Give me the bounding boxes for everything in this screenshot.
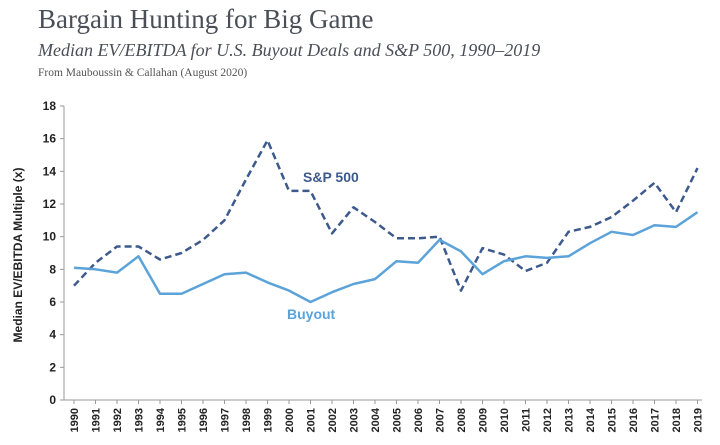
x-tick-label: 2016 bbox=[628, 408, 640, 432]
x-tick-label: 2000 bbox=[284, 408, 296, 432]
x-tick-label: 2009 bbox=[478, 408, 490, 432]
x-tick-label: 1990 bbox=[69, 408, 81, 432]
x-tick-label: 1999 bbox=[263, 408, 275, 432]
x-tick-label: 2015 bbox=[607, 408, 619, 432]
x-tick-label: 2011 bbox=[521, 408, 533, 432]
y-tick-label: 8 bbox=[49, 262, 56, 276]
y-tick-label: 12 bbox=[43, 197, 57, 211]
x-tick-label: 2013 bbox=[564, 408, 576, 432]
x-tick-label: 2018 bbox=[671, 408, 683, 432]
y-tick-label: 10 bbox=[43, 230, 57, 244]
y-tick-label: 2 bbox=[49, 360, 56, 374]
x-tick-label: 1991 bbox=[91, 408, 103, 432]
x-tick-label: 2012 bbox=[542, 408, 554, 432]
x-tick-label: 2019 bbox=[693, 408, 705, 432]
x-tick-label: 1993 bbox=[134, 408, 146, 432]
x-tick-label: 2014 bbox=[585, 407, 597, 432]
x-tick-label: 2004 bbox=[370, 407, 382, 432]
x-tick-label: 1998 bbox=[241, 408, 253, 432]
x-tick-label: 1997 bbox=[220, 408, 232, 432]
y-tick-label: 0 bbox=[49, 393, 56, 407]
y-tick-label: 16 bbox=[43, 132, 57, 146]
x-tick-label: 2005 bbox=[392, 408, 404, 432]
series-line-buyout bbox=[73, 211, 699, 304]
x-tick-label: 2008 bbox=[456, 408, 468, 432]
x-tick-label: 2007 bbox=[435, 408, 447, 432]
y-axis-label: Median EV/EBITDA Multiple (x) bbox=[11, 168, 25, 343]
x-tick-label: 2006 bbox=[413, 408, 425, 432]
series-label-buyout: Buyout bbox=[287, 306, 336, 322]
y-tick-label: 14 bbox=[43, 164, 57, 178]
x-tick-label: 1995 bbox=[177, 408, 189, 432]
chart-subtitle: Median EV/EBITDA for U.S. Buyout Deals a… bbox=[38, 40, 541, 60]
x-tick-label: 2001 bbox=[306, 408, 318, 432]
y-tick-label: 4 bbox=[49, 328, 56, 342]
x-tick-label: 1996 bbox=[198, 408, 210, 432]
chart-title: Bargain Hunting for Big Game bbox=[38, 4, 374, 34]
x-ticks: 1990 1991 1992 1993 1994 1995 1996 1997 1998 1999… bbox=[69, 400, 705, 432]
x-tick-label: 2003 bbox=[349, 408, 361, 432]
source-note: From Mauboussin & Callahan (August 2020) bbox=[38, 67, 248, 79]
series-lines bbox=[73, 139, 699, 304]
y-ticks: 0 2 4 6 8 10 12 14 16 18 bbox=[43, 99, 64, 407]
x-tick-label: 1994 bbox=[155, 407, 167, 432]
y-tick-label: 18 bbox=[43, 99, 57, 113]
x-tick-label: 2017 bbox=[650, 408, 662, 432]
x-tick-label: 2002 bbox=[327, 408, 339, 432]
x-tick-label: 2010 bbox=[499, 408, 511, 432]
series-line-sp500 bbox=[73, 139, 699, 292]
series-label-sp500: S&P 500 bbox=[303, 169, 359, 185]
y-tick-label: 6 bbox=[49, 295, 56, 309]
x-tick-label: 1992 bbox=[112, 408, 124, 432]
